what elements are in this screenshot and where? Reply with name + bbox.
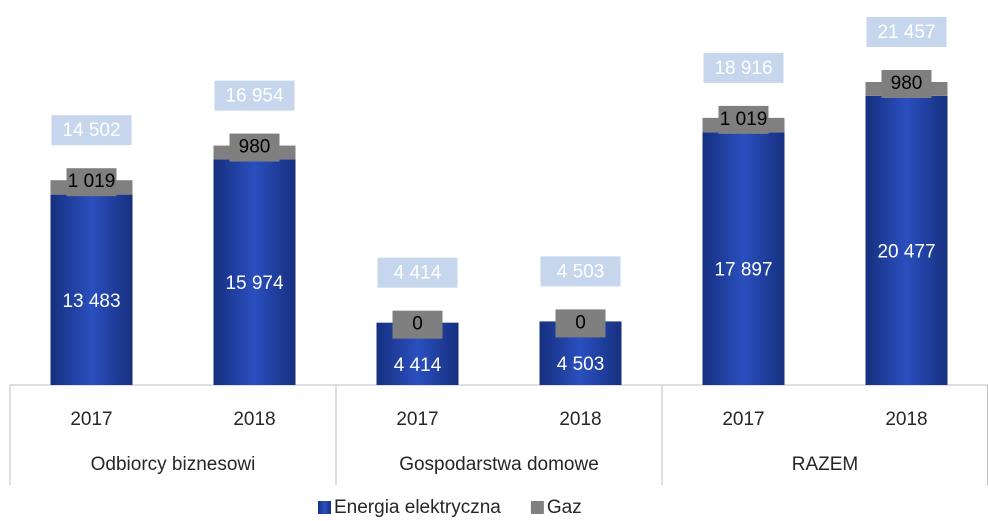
total-label-box (866, 17, 947, 47)
value-label: 1 019 (68, 171, 116, 192)
gas-label-box (718, 105, 769, 134)
gas-label-box (66, 168, 117, 197)
value-label: 15 974 (225, 273, 284, 294)
total-label: 21 457 (877, 22, 935, 43)
group-label: RAZEM (792, 454, 859, 475)
x-tick-label: 2017 (70, 409, 112, 430)
total-label-box (377, 257, 458, 288)
x-tick-label: 2017 (396, 409, 438, 430)
total-label: 14 502 (62, 120, 120, 141)
x-tick-label: 2018 (233, 409, 275, 430)
value-label: 4 414 (394, 355, 442, 376)
value-label: 4 503 (557, 354, 605, 375)
value-label: 0 (575, 312, 586, 333)
total-label-box (703, 52, 784, 83)
group-label: Gospodarstwa domowe (399, 454, 599, 475)
legend-label: Energia elektryczna (334, 497, 501, 518)
x-tick-label: 2018 (885, 409, 927, 430)
legend-label: Gaz (547, 497, 582, 518)
total-label: 18 916 (714, 58, 772, 79)
total-label-box (51, 115, 132, 146)
x-tick-label: 2018 (559, 409, 601, 430)
value-label: 980 (239, 137, 271, 158)
gas-label-box (392, 310, 443, 339)
value-label: 1 019 (720, 109, 768, 130)
gas-label-box (229, 133, 280, 162)
total-label-box (540, 256, 621, 287)
bar-energy (213, 159, 296, 385)
x-tick-label: 2017 (722, 409, 764, 430)
value-label: 980 (891, 73, 923, 94)
bar-energy (865, 95, 948, 385)
gas-label-box (881, 70, 932, 98)
group-label: Odbiorcy biznesowi (91, 454, 256, 475)
value-label: 13 483 (62, 291, 120, 312)
total-label-box (214, 80, 295, 111)
legend-swatch (318, 501, 331, 514)
total-label: 4 414 (394, 263, 442, 284)
value-label: 20 477 (877, 241, 935, 262)
gas-label-box (555, 309, 606, 338)
value-label: 0 (412, 314, 423, 335)
total-label: 16 954 (225, 86, 284, 107)
total-label: 4 503 (557, 261, 605, 282)
bar-energy (702, 132, 785, 385)
bar-energy (50, 194, 133, 385)
value-label: 17 897 (714, 260, 772, 281)
legend-swatch (530, 501, 544, 514)
